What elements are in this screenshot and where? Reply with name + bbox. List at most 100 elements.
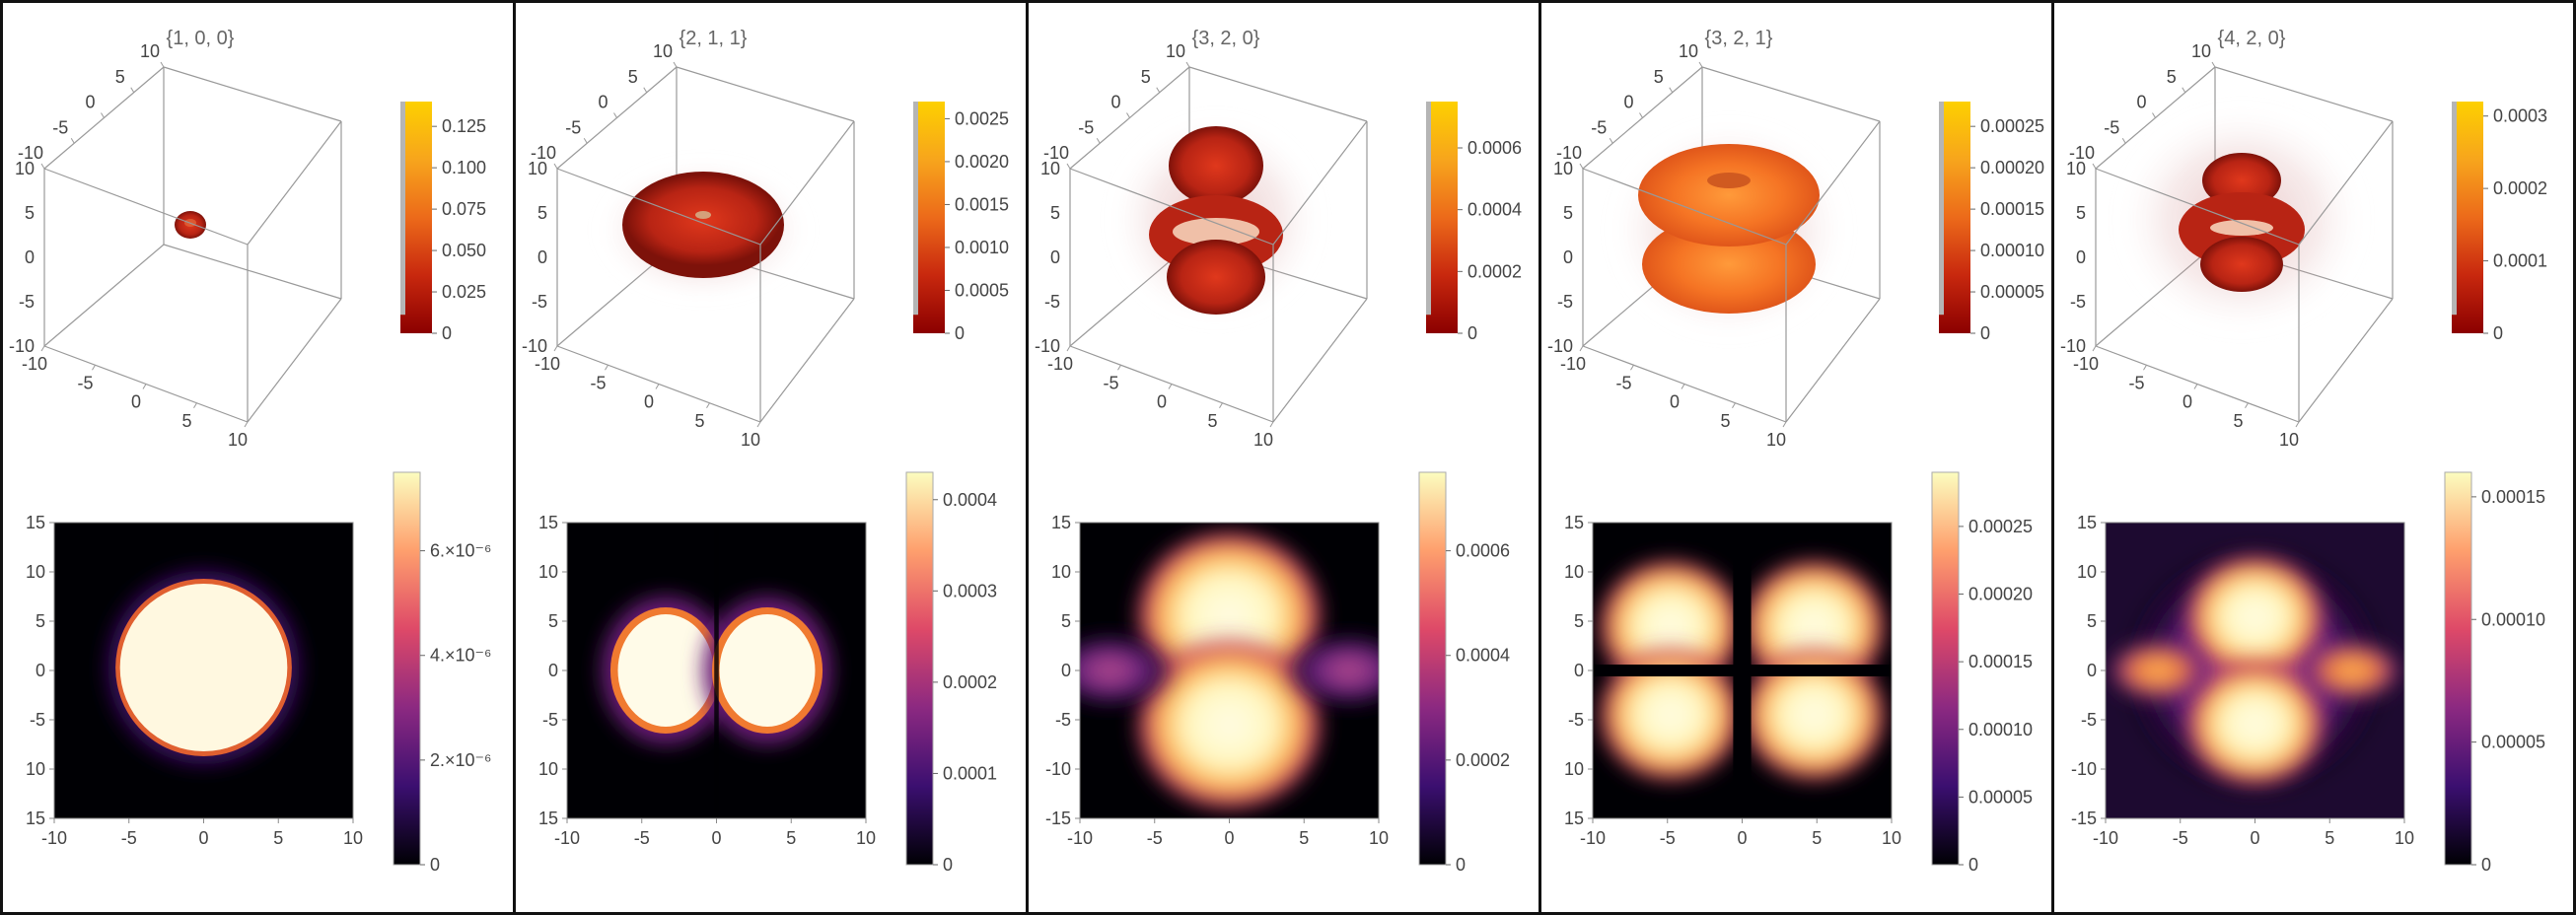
colorbar-2d bbox=[1418, 471, 1447, 866]
tick-label-top: -5 bbox=[1591, 117, 1607, 137]
orbital-panel: {4, 2, 0} 10 5 0 -5 -10 10 5 0 -5 -10 -10 -5 0 5 10 0.00… bbox=[2054, 3, 2567, 912]
right-lobe bbox=[1281, 631, 1379, 710]
colorbar-3d-label: 0.0001 bbox=[2493, 251, 2547, 271]
tick-label-left: 10 bbox=[2066, 159, 2086, 178]
x-tick-label: -5 bbox=[121, 828, 137, 848]
colorbar-opacity-strip bbox=[913, 102, 918, 316]
y-tick-label: 10 bbox=[26, 562, 45, 582]
tick-label-left: 0 bbox=[2076, 247, 2086, 267]
density-map bbox=[54, 523, 353, 818]
x-tick-label: 10 bbox=[343, 828, 363, 848]
x-tick-label: 10 bbox=[1882, 828, 1901, 848]
orbital-panel-svg: {3, 2, 1}1050-5-101050-5-10-10-505100.00… bbox=[1547, 28, 2044, 875]
y-tick-label: 10 bbox=[538, 562, 558, 582]
tick-mark bbox=[130, 87, 135, 94]
tick-mark bbox=[553, 163, 558, 170]
x-tick-label: 0 bbox=[1224, 828, 1234, 848]
orbital-panel: {2, 1, 1} 10 5 0 -5 -10 10 5 0 -5 -10 -10 -5 0 5 10 0.00… bbox=[516, 3, 1029, 912]
cube-edge bbox=[247, 120, 342, 246]
tick-mark bbox=[1782, 421, 1787, 428]
tick-label-bottom: 5 bbox=[1720, 411, 1730, 431]
tick-label-bottom: -10 bbox=[1047, 354, 1073, 374]
orbital-isosurface bbox=[2113, 102, 2370, 338]
tick-mark bbox=[1609, 137, 1613, 144]
y-tick-label: 10 bbox=[26, 759, 45, 779]
x-tick-label: -5 bbox=[1660, 828, 1676, 848]
colorbar-opacity-strip bbox=[400, 102, 405, 316]
y-tick-label: 10 bbox=[2077, 562, 2097, 582]
cube-edge bbox=[43, 168, 249, 246]
colorbar-2d-label: 0 bbox=[430, 855, 440, 875]
nodal-line bbox=[714, 523, 719, 818]
tick-label-left: 10 bbox=[1040, 159, 1060, 178]
tick-mark bbox=[2182, 87, 2186, 94]
colorbar-3d-label: 0.0005 bbox=[955, 280, 1009, 300]
colorbar-opacity-strip bbox=[1939, 102, 1944, 316]
cube-edge bbox=[1701, 66, 1881, 122]
colorbar-3d-label: 0 bbox=[1467, 323, 1477, 343]
x-tick-label: 5 bbox=[2325, 828, 2334, 848]
y-tick-label: -5 bbox=[1568, 710, 1584, 730]
tick-label-bottom: 5 bbox=[1207, 411, 1217, 431]
left-lobe bbox=[1080, 631, 1178, 710]
colorbar-3d-label: 0.025 bbox=[442, 282, 486, 302]
tick-label-bottom: -10 bbox=[1560, 354, 1586, 374]
tick-mark bbox=[40, 345, 45, 352]
y-tick-label: 15 bbox=[538, 809, 558, 828]
cube-edge bbox=[1272, 298, 1368, 423]
colorbar-3d-label: 0.100 bbox=[442, 158, 486, 177]
tick-label-left: 10 bbox=[1553, 159, 1573, 178]
colorbar-2d-label: 0 bbox=[2481, 855, 2491, 875]
tick-label-left: -5 bbox=[1557, 292, 1573, 312]
tick-mark bbox=[583, 137, 588, 144]
lower-lobe bbox=[2200, 237, 2283, 292]
colorbar-2d bbox=[1931, 471, 1960, 866]
tick-label-left: -5 bbox=[2070, 292, 2086, 312]
tick-label-top: 0 bbox=[2136, 93, 2146, 112]
x-tick-label: 0 bbox=[2250, 828, 2259, 848]
x-tick-label: 0 bbox=[711, 828, 721, 848]
tick-mark bbox=[1681, 384, 1685, 389]
tick-mark bbox=[553, 345, 558, 352]
y-tick-label: -5 bbox=[2081, 710, 2097, 730]
tick-mark bbox=[193, 402, 197, 409]
density-map bbox=[1593, 523, 1892, 818]
colorbar-opacity-strip bbox=[1426, 102, 1431, 316]
colorbar-2d bbox=[2444, 471, 2472, 866]
panel-title: {2, 1, 1} bbox=[680, 28, 748, 49]
left-lobe bbox=[2109, 641, 2208, 700]
tick-mark bbox=[1630, 364, 1634, 371]
colorbar-2d-label: 0.00020 bbox=[1968, 585, 2033, 604]
colorbar-3d bbox=[400, 102, 432, 333]
x-tick-label: -5 bbox=[634, 828, 650, 848]
tick-label-bottom: -5 bbox=[1615, 373, 1631, 392]
tick-label-top: 5 bbox=[628, 67, 638, 87]
colorbar-opacity-strip bbox=[2452, 102, 2457, 316]
tick-label-bottom: -5 bbox=[590, 373, 606, 392]
tick-mark bbox=[1066, 345, 1071, 352]
y-tick-label: 0 bbox=[2087, 661, 2097, 680]
colorbar-2d-label: 6.×10⁻⁶ bbox=[430, 541, 491, 561]
colorbar-3d-label: 0.00015 bbox=[1980, 199, 2044, 219]
tick-label-top: 5 bbox=[115, 67, 125, 87]
tick-label-bottom: -10 bbox=[2073, 354, 2099, 374]
x-tick-label: 10 bbox=[1369, 828, 1389, 848]
colorbar-3d-label: 0.050 bbox=[442, 241, 486, 260]
tick-mark bbox=[1732, 402, 1736, 409]
right-lobe bbox=[2302, 641, 2401, 700]
y-tick-label: 15 bbox=[1564, 513, 1584, 532]
tick-mark bbox=[1579, 163, 1584, 170]
torus-hole bbox=[1707, 173, 1751, 188]
colorbar-3d-label: 0.00010 bbox=[1980, 241, 2044, 260]
y-tick-label: 10 bbox=[1051, 562, 1071, 582]
colorbar-2d-label: 0.00010 bbox=[1968, 720, 2033, 739]
tick-mark bbox=[40, 163, 45, 170]
tick-label-bottom: -10 bbox=[22, 354, 47, 374]
lower-lobe bbox=[1132, 636, 1326, 813]
orbital-panel-svg: {4, 2, 0}1050-5-101050-5-10-10-505100.00… bbox=[2060, 28, 2547, 875]
tick-mark bbox=[1669, 87, 1674, 94]
tick-label-left: -5 bbox=[532, 292, 547, 312]
orbital-panel: {1, 0, 0} 10 5 0 -5 -10 10 5 0 -5 -10 -10 -5 0 5 10 0.12… bbox=[3, 3, 516, 912]
tick-label-top: -5 bbox=[565, 117, 581, 137]
colorbar-3d bbox=[2452, 102, 2483, 333]
